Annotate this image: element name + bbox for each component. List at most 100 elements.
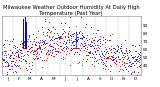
Point [113, 62, 115, 63]
Point [100, 57, 102, 58]
Point [11, 41, 14, 42]
Point [120, 50, 122, 51]
Point [82, 37, 84, 38]
Point [127, 56, 129, 58]
Point [59, 36, 62, 38]
Point [137, 65, 140, 66]
Point [100, 50, 102, 52]
Point [138, 61, 140, 62]
Point [96, 50, 99, 51]
Point [105, 48, 108, 50]
Point [101, 43, 104, 44]
Point [53, 33, 56, 34]
Point [131, 63, 134, 64]
Point [75, 37, 77, 39]
Point [79, 44, 81, 46]
Point [123, 62, 126, 64]
Point [109, 35, 111, 36]
Point [138, 44, 140, 46]
Point [111, 33, 113, 35]
Point [37, 47, 40, 48]
Point [22, 48, 25, 49]
Point [22, 38, 24, 39]
Point [74, 38, 76, 40]
Point [61, 48, 64, 49]
Point [107, 56, 109, 58]
Point [46, 57, 49, 58]
Point [109, 39, 112, 41]
Point [136, 58, 139, 60]
Point [33, 40, 36, 42]
Point [106, 58, 108, 59]
Point [6, 65, 9, 67]
Point [35, 49, 38, 50]
Point [53, 50, 56, 52]
Point [136, 57, 138, 58]
Point [96, 40, 99, 42]
Point [27, 54, 29, 56]
Point [19, 43, 21, 44]
Point [92, 33, 94, 34]
Point [135, 60, 138, 61]
Point [87, 54, 89, 55]
Point [64, 57, 66, 58]
Point [56, 32, 58, 34]
Point [64, 53, 67, 54]
Point [53, 55, 55, 57]
Point [40, 50, 42, 52]
Point [20, 43, 23, 44]
Point [58, 36, 60, 37]
Point [69, 50, 72, 51]
Point [124, 66, 126, 68]
Point [63, 30, 65, 32]
Point [14, 71, 17, 72]
Point [134, 58, 137, 60]
Point [93, 42, 95, 44]
Point [47, 53, 50, 55]
Point [18, 64, 20, 66]
Point [68, 30, 71, 31]
Point [116, 56, 119, 58]
Point [106, 57, 108, 58]
Point [31, 49, 33, 50]
Point [5, 54, 8, 56]
Point [101, 53, 104, 54]
Point [50, 53, 53, 54]
Point [71, 42, 73, 43]
Point [138, 53, 140, 55]
Point [51, 50, 53, 51]
Point [28, 71, 31, 72]
Point [118, 52, 120, 53]
Point [47, 29, 49, 30]
Point [84, 23, 87, 24]
Point [13, 64, 16, 65]
Point [57, 51, 59, 52]
Point [45, 31, 48, 33]
Point [116, 81, 118, 82]
Point [130, 73, 132, 75]
Point [82, 43, 85, 44]
Point [17, 48, 20, 50]
Point [73, 47, 75, 48]
Point [20, 57, 23, 59]
Point [90, 45, 92, 46]
Point [36, 58, 39, 59]
Point [133, 60, 136, 61]
Point [24, 60, 27, 62]
Point [75, 41, 77, 43]
Point [59, 45, 62, 47]
Point [12, 38, 15, 40]
Point [65, 48, 67, 50]
Point [103, 68, 106, 69]
Point [56, 45, 59, 46]
Point [36, 48, 39, 50]
Point [56, 51, 59, 52]
Point [100, 53, 103, 55]
Point [27, 45, 30, 47]
Point [48, 44, 51, 45]
Point [53, 38, 56, 39]
Point [26, 54, 28, 55]
Point [90, 40, 92, 41]
Point [11, 68, 13, 70]
Point [52, 26, 55, 28]
